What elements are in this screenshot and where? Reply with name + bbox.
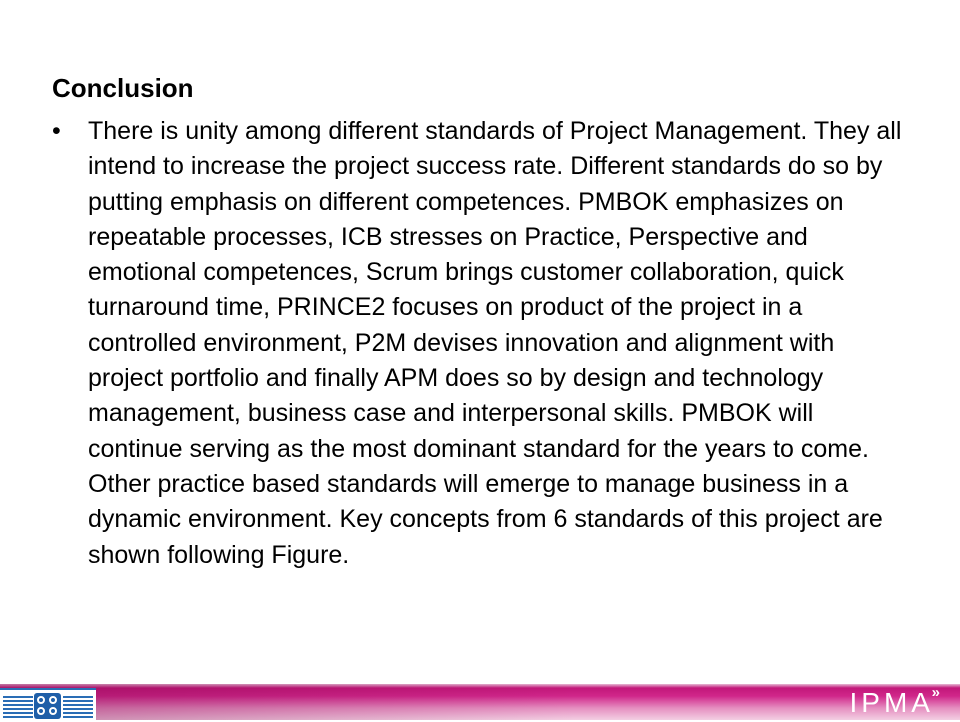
footer-band [0,684,960,720]
slide-heading: Conclusion [52,73,194,103]
logo-core-emblem [34,693,61,719]
bullet-text: There is unity among different standards… [88,117,902,569]
logo-right-stripes [63,694,93,718]
bullet-item: • There is unity among different standar… [52,114,902,573]
association-logo-icon [0,688,96,722]
ipma-logo: IPMA [849,687,934,718]
logo-left-stripes [3,694,33,718]
bullet-icon: • [52,117,61,145]
ipma-logo-mark: » [931,684,940,701]
